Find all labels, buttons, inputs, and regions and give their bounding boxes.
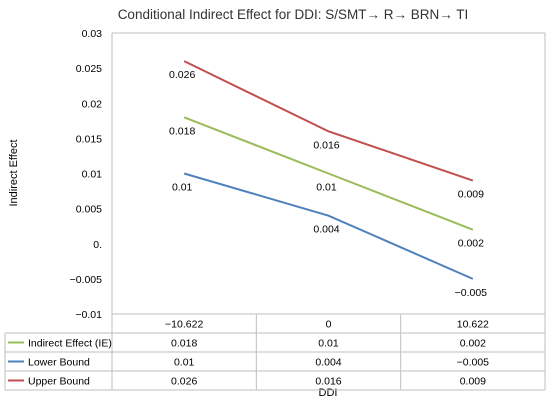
table-cell: 0.01: [174, 357, 195, 369]
plot-frame: [111, 32, 546, 314]
x-axis-label: DDI: [319, 387, 338, 399]
y-tick-label: 0.025: [76, 63, 102, 75]
legend-label: Indirect Effect (IE): [28, 338, 112, 350]
series-line-0: [183, 116, 474, 231]
y-tick-label: 0.01: [82, 169, 103, 181]
table-cell: −0.005: [457, 357, 490, 369]
y-tick-label: 0.03: [82, 28, 103, 40]
y-axis-ticks: 0.03 0.025 0.02 0.015 0.01 0.005 0. −0.005 −0.01: [70, 28, 103, 321]
y-tick-label: 0.: [93, 239, 102, 251]
series-line-2: [183, 60, 474, 182]
legend-label: Upper Bound: [28, 376, 90, 388]
y-tick-label: 0.02: [82, 98, 103, 110]
data-labels: 0.018 0.01 0.002 0.01 0.004 −0.005 0.026 0.016 0…: [169, 69, 487, 299]
data-label: 0.002: [458, 238, 484, 250]
data-table: −10.622 0 10.622 Indirect Effect (IE) 0.018 0…: [4, 313, 546, 391]
y-axis-label: Indirect Effect: [8, 139, 20, 206]
table-cell: 0.004: [315, 357, 341, 369]
data-label: 0.016: [313, 139, 339, 151]
x-tick-label: 10.622: [457, 319, 489, 331]
y-tick-label: 0.015: [76, 133, 102, 145]
legend-label: Lower Bound: [28, 357, 90, 369]
x-tick-label: 0: [326, 319, 332, 331]
y-tick-label: −0.01: [75, 309, 102, 321]
table-cell: 0.009: [460, 376, 486, 388]
y-tick-label: 0.005: [76, 204, 102, 216]
data-label: 0.01: [316, 182, 337, 194]
table-cell: 0.01: [318, 338, 339, 350]
data-label: 0.018: [169, 125, 195, 137]
data-label: 0.004: [313, 224, 339, 236]
table-cell: 0.026: [171, 376, 197, 388]
table-cell: 0.018: [171, 338, 197, 350]
table-cell: 0.002: [460, 338, 486, 350]
data-label: 0.009: [458, 189, 484, 201]
series-line-1: [183, 172, 474, 280]
data-label: 0.026: [169, 69, 195, 81]
data-label: 0.01: [172, 182, 193, 194]
x-tick-label: −10.622: [165, 319, 203, 331]
series-lines: [183, 60, 474, 280]
data-label: −0.005: [455, 287, 488, 299]
chart-title: Conditional Indirect Effect for DDI: S/S…: [118, 7, 469, 22]
y-tick-label: −0.005: [70, 274, 103, 286]
table-cell: 0.016: [315, 376, 341, 388]
